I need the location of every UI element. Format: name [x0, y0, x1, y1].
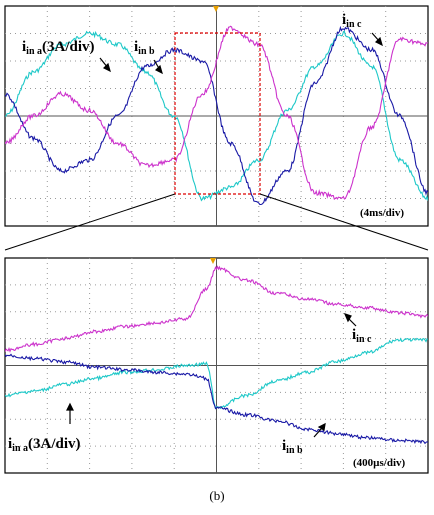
bottom-trigger-marker-icon — [210, 258, 216, 264]
bottom-grid — [5, 258, 428, 473]
top-arrows — [99, 32, 383, 75]
bottom-label-i-in-b: iin b — [282, 438, 303, 456]
top-label-i-in-c: iin c — [342, 12, 362, 30]
zoom-box — [174, 32, 261, 195]
top-trace-i-in-a — [5, 30, 428, 202]
top-panel: iin a(3A/div) iin b iin c (4ms/div) — [4, 5, 429, 227]
zoom-line-right — [259, 193, 429, 251]
top-trigger-marker-icon — [213, 6, 219, 12]
bottom-label-i-in-a: iin a(3A/div) — [8, 436, 81, 454]
top-trace-i-in-c — [5, 25, 428, 200]
bottom-time-scale: (400µs/div) — [353, 457, 406, 469]
bottom-trace-i-in-b — [5, 353, 428, 445]
bottom-panel: iin c iin a(3A/div) iin b (400µs/div) — [4, 257, 429, 474]
arrow-b-head-icon — [154, 64, 163, 75]
arrow-a-head-icon — [102, 62, 111, 73]
bottom-arrows — [66, 313, 357, 438]
arrow-c-head-icon — [374, 36, 383, 47]
bottom-label-i-in-c: iin c — [352, 327, 372, 345]
bottom-trace-i-in-c — [5, 265, 428, 353]
top-label-i-in-b: iin b — [134, 39, 155, 57]
arrow-bc-head-icon — [343, 313, 352, 323]
top-label-i-in-a: iin a(3A/div) — [22, 39, 95, 57]
top-time-scale: (4ms/div) — [360, 207, 404, 219]
arrow-bb — [313, 427, 323, 438]
zoom-line-left — [4, 193, 176, 251]
arrow-ba-head-icon — [66, 402, 74, 411]
arrow-bb-head-icon — [317, 422, 326, 431]
top-trace-i-in-b — [5, 25, 428, 206]
figure-caption: (b) — [209, 488, 225, 503]
bottom-trace-i-in-a — [5, 337, 428, 410]
